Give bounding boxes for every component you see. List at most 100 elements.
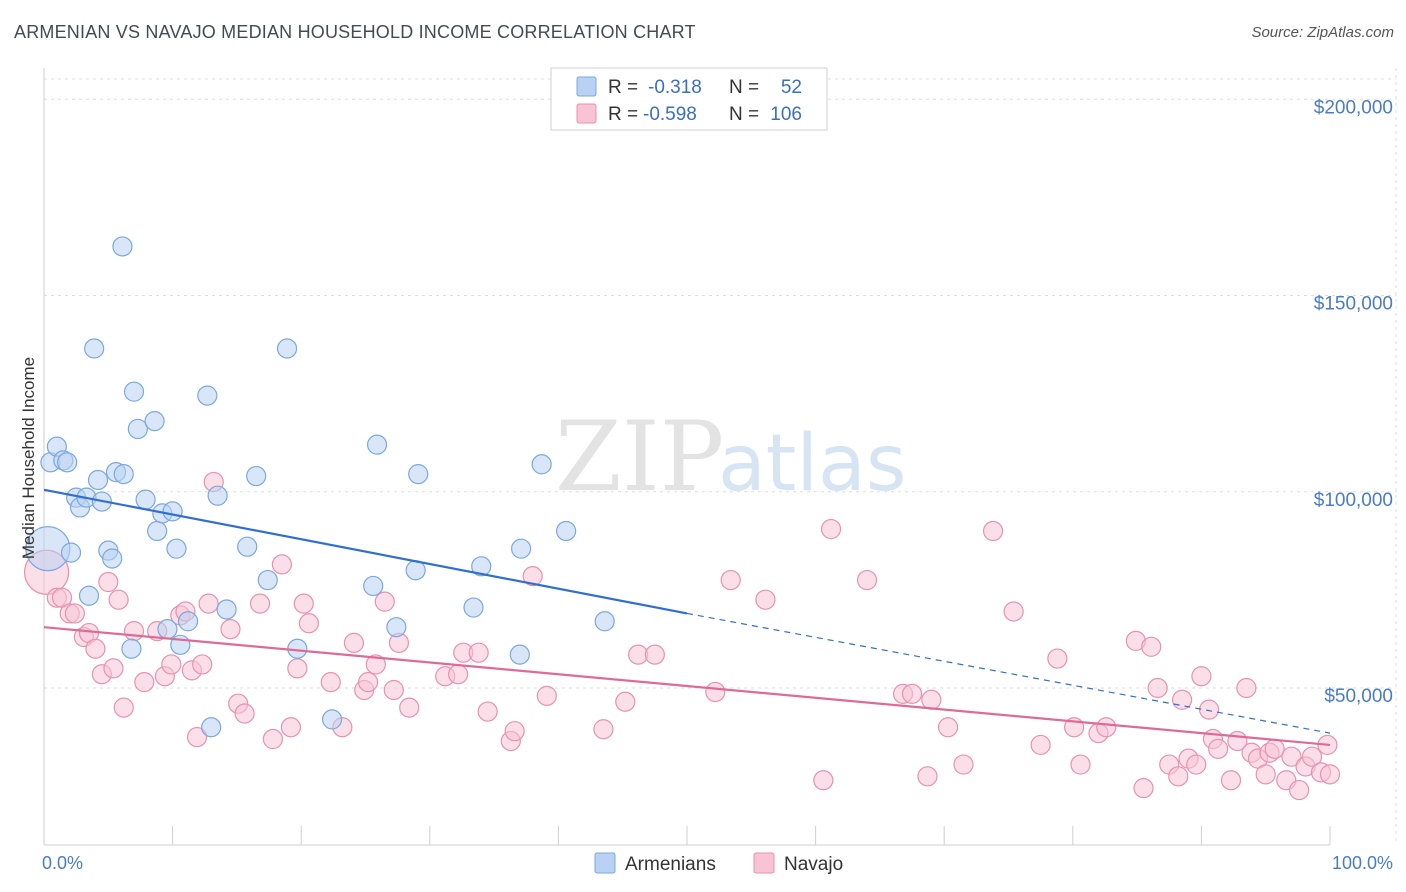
armenians-point-14 <box>102 548 123 569</box>
navajo-point-49 <box>477 701 498 722</box>
navajo-point-57 <box>644 644 665 665</box>
navajo-point-4 <box>64 603 85 624</box>
armenians-point-30 <box>201 717 222 738</box>
navajo-point-79 <box>1133 777 1154 799</box>
navajo-point-88 <box>1199 699 1220 720</box>
navajo-point-13 <box>123 620 145 642</box>
armenians-point-31 <box>207 485 228 506</box>
navajo-point-71 <box>1003 601 1024 622</box>
navajo-point-25 <box>220 619 241 640</box>
navajo-point-98 <box>1264 738 1285 759</box>
source-label: Source: ZipAtlas.com <box>1251 24 1394 41</box>
armenians-point-11 <box>87 469 109 491</box>
armenians-point-34 <box>246 465 267 487</box>
chart-title: ARMENIAN VS NAVAJO MEDIAN HOUSEHOLD INCO… <box>14 22 696 42</box>
navajo-point-72 <box>1030 734 1051 756</box>
navajo-point-39 <box>357 672 379 693</box>
armenians-point-18 <box>123 381 145 402</box>
navajo-point-83 <box>1168 766 1189 787</box>
y-tick-label-2: $150,000 <box>1314 294 1393 315</box>
y-tick-labels: $50,000 $100,000 $150,000 $200,000 <box>1314 97 1393 707</box>
navajo-point-28 <box>249 593 271 614</box>
armenians-point-40 <box>366 434 388 455</box>
armenians-point-20 <box>135 489 156 510</box>
navajo-point-67 <box>921 689 942 710</box>
armenians-point-29 <box>197 385 218 406</box>
armenians-point-51 <box>112 236 133 257</box>
navajo-point-96 <box>1255 764 1276 785</box>
armenians-point-35 <box>257 569 278 591</box>
navajo-point-7 <box>85 638 106 659</box>
navajo-point-17 <box>161 654 182 675</box>
navajo-point-29 <box>262 728 284 750</box>
navajo-point-62 <box>820 518 842 540</box>
y-axis-label: Median Household Income <box>19 357 38 559</box>
armenians-point-39 <box>363 575 384 597</box>
x-tick-labels: 0.0% 100.0% <box>42 853 1393 873</box>
navajo-point-11 <box>108 589 129 610</box>
navajo-point-87 <box>1191 666 1212 687</box>
armenians-point-46 <box>509 644 530 665</box>
navajo-point-31 <box>280 717 302 738</box>
series-navajo-points <box>23 471 1341 801</box>
armenians-point-32 <box>216 599 237 620</box>
legend-n-value-navajo: 106 <box>770 104 802 125</box>
armenians-point-25 <box>162 501 183 522</box>
legend-n-label-navajo: N = <box>729 104 759 125</box>
navajo-point-61 <box>813 770 834 791</box>
navajo-point-40 <box>365 654 386 675</box>
navajo-point-27 <box>234 703 255 724</box>
armenians-point-49 <box>556 520 577 542</box>
navajo-point-9 <box>98 571 119 593</box>
navajo-point-106 <box>1319 764 1341 785</box>
navajo-point-81 <box>1147 677 1168 699</box>
navajo-point-70 <box>982 520 1004 542</box>
series-legend-label-navajo: Navajo <box>784 854 843 875</box>
navajo-point-33 <box>293 593 314 614</box>
armenians-point-50 <box>594 611 615 632</box>
navajo-point-69 <box>953 754 974 775</box>
y-tick-label-3: $200,000 <box>1314 97 1393 118</box>
armenians-point-16 <box>113 463 134 485</box>
navajo-point-41 <box>374 591 395 612</box>
armenians-point-28 <box>177 611 199 632</box>
armenians-point-48 <box>531 454 552 475</box>
navajo-point-35 <box>320 672 341 693</box>
navajo-point-34 <box>298 613 320 634</box>
navajo-point-10 <box>103 658 124 679</box>
trend-line-navajo <box>43 626 1331 747</box>
armenians-point-45 <box>471 556 492 577</box>
navajo-point-59 <box>720 569 741 591</box>
armenians-point-10 <box>84 338 105 359</box>
navajo-point-32 <box>287 658 308 679</box>
y-tick-label-0: $50,000 <box>1324 686 1393 707</box>
armenians-point-33 <box>237 536 258 557</box>
legend-n-label-armenians: N = <box>729 77 759 98</box>
navajo-point-101 <box>1289 779 1310 801</box>
navajo-point-80 <box>1141 636 1162 657</box>
armenians-point-4 <box>57 452 78 473</box>
armenians-point-21 <box>144 411 165 432</box>
watermark: ZIP atlas <box>555 401 907 513</box>
navajo-point-90 <box>1208 738 1229 759</box>
legend-r-label-armenians: R = <box>608 77 638 98</box>
navajo-point-100 <box>1281 746 1302 767</box>
stats-legend: R = -0.318 N = 52 R = -0.598 N = 106 <box>550 67 828 131</box>
legend-n-value-armenians: 52 <box>781 77 802 98</box>
navajo-point-42 <box>383 679 404 701</box>
armenians-point-19 <box>127 418 148 440</box>
series-legend: Armenians Navajo <box>594 852 843 875</box>
trend-line-armenians <box>43 488 688 615</box>
navajo-point-14 <box>134 672 155 693</box>
watermark-zip: ZIP <box>555 401 724 513</box>
armenians-point-22 <box>147 520 168 542</box>
navajo-point-68 <box>937 717 959 738</box>
legend-r-value-armenians: -0.318 <box>648 77 702 98</box>
grid-lines <box>44 68 1397 845</box>
navajo-point-23 <box>198 593 219 614</box>
navajo-point-73 <box>1047 648 1068 669</box>
watermark-atlas: atlas <box>718 419 907 509</box>
series-legend-swatch-navajo <box>753 852 775 874</box>
armenians-point-43 <box>408 463 429 485</box>
